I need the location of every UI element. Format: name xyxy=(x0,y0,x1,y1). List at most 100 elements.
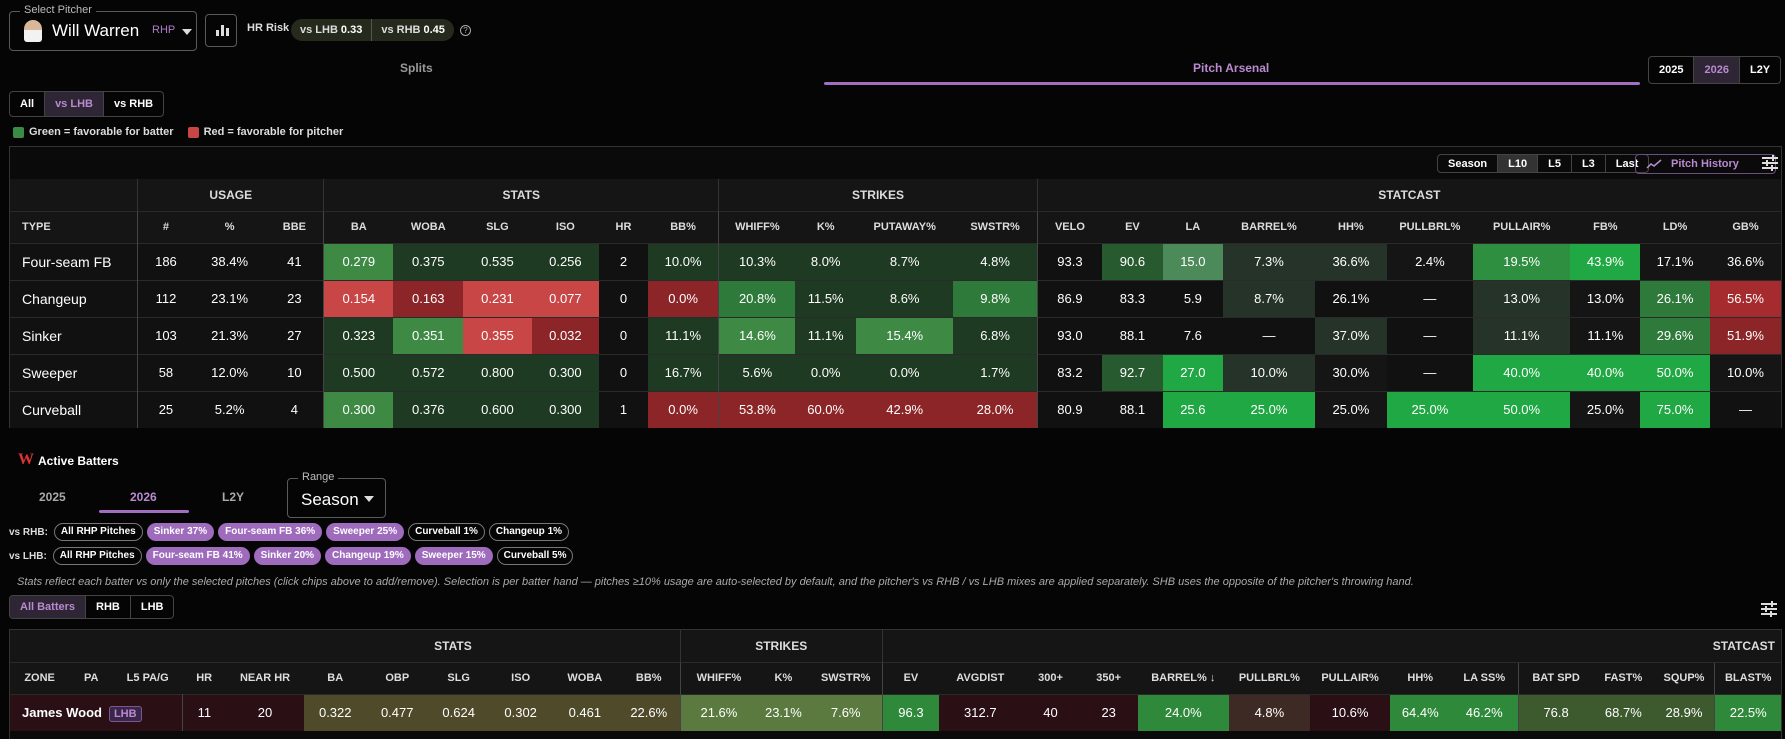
col-header-ev[interactable]: EV xyxy=(1102,210,1163,243)
sliders-icon[interactable] xyxy=(1762,155,1778,171)
col-header-ev[interactable]: EV xyxy=(881,661,940,694)
lhb-chip-all-rhp-pitches[interactable]: All RHP Pitches xyxy=(52,547,142,565)
col-header-squp[interactable]: SQUP% xyxy=(1653,661,1715,694)
cell-la: 25.6 xyxy=(1162,390,1224,428)
col-header-ld[interactable]: LD% xyxy=(1640,210,1710,243)
range-tab-l3[interactable]: L3 xyxy=(1570,155,1605,172)
bar-chart-button[interactable] xyxy=(205,14,237,47)
col-header-hh[interactable]: HH% xyxy=(1314,210,1387,243)
split-tab-vs-rhb[interactable]: vs RHB xyxy=(102,92,163,116)
year-tab-2026[interactable]: 2026 xyxy=(1693,57,1739,83)
col-header-fb[interactable]: FB% xyxy=(1570,210,1641,243)
col-header-fast[interactable]: FAST% xyxy=(1593,661,1654,694)
col-header-woba[interactable]: WOBA xyxy=(393,210,464,243)
col-header-col[interactable]: % xyxy=(193,210,266,243)
col-header-swstr[interactable]: SWSTR% xyxy=(809,661,883,694)
lhb-chip-sweeper-15[interactable]: Sweeper 15% xyxy=(414,547,493,565)
col-header-la-ss[interactable]: LA SS% xyxy=(1450,661,1519,694)
rhb-chip-sweeper-25[interactable]: Sweeper 25% xyxy=(326,523,405,541)
year-tab-2025[interactable]: 2025 xyxy=(1659,64,1684,76)
col-header-slg[interactable]: SLG xyxy=(427,661,490,694)
table-row[interactable]: James Wood LHB 11 20 0.322 0.477 0.624 0.302 0.4… xyxy=(10,693,1781,731)
batter-name[interactable]: James Wood xyxy=(22,705,102,721)
col-header-iso[interactable]: ISO xyxy=(531,210,600,243)
col-header-pullbrl[interactable]: PULLBRL% xyxy=(1228,661,1310,694)
range-tab-season[interactable]: Season xyxy=(1448,157,1488,170)
cell-k: 11.5% xyxy=(795,279,856,317)
sliders-icon[interactable] xyxy=(1761,601,1777,617)
split-tab-all[interactable]: All xyxy=(20,98,35,110)
range-tab-l5[interactable]: L5 xyxy=(1537,155,1571,172)
col-header-pa[interactable]: PA xyxy=(69,661,114,694)
hand-tab-lhb[interactable]: LHB xyxy=(129,596,174,618)
lhb-chip-sinker-20[interactable]: Sinker 20% xyxy=(253,547,322,565)
col-header-bat-spd[interactable]: BAT SPD xyxy=(1518,661,1594,694)
batters-year-tab-2026[interactable]: 2026 xyxy=(130,490,157,504)
col-header-bb[interactable]: BB% xyxy=(617,661,681,694)
pitcher-select[interactable]: Select Pitcher Will Warren RHP xyxy=(9,4,197,51)
range-tab-l10[interactable]: L10 xyxy=(1497,155,1538,172)
col-header-swstr[interactable]: SWSTR% xyxy=(953,210,1038,243)
col-header-pullair[interactable]: PULLAIR% xyxy=(1472,210,1571,243)
col-header-hr[interactable]: HR xyxy=(182,661,227,694)
col-header-k[interactable]: K% xyxy=(795,210,856,243)
col-header-350[interactable]: 350+ xyxy=(1079,661,1138,694)
col-header-k[interactable]: K% xyxy=(757,661,810,694)
col-header-bb[interactable]: BB% xyxy=(647,210,719,243)
batter-name-cell[interactable]: James Wood LHB xyxy=(10,693,183,731)
col-header-avgdist[interactable]: AVGDIST xyxy=(939,661,1022,694)
pitch-history-button[interactable]: Pitch History xyxy=(1635,154,1776,174)
split-tab-vs-lhb[interactable]: vs LHB xyxy=(44,92,103,116)
rhb-chip-changeup-1[interactable]: Changeup 1% xyxy=(488,523,570,541)
col-header-slg[interactable]: SLG xyxy=(463,210,532,243)
batters-year-tab-l2y[interactable]: L2Y xyxy=(222,490,245,504)
rhb-chip-curveball-1[interactable]: Curveball 1% xyxy=(408,523,485,541)
col-header-zone[interactable]: ZONE xyxy=(10,661,70,694)
table-row[interactable]: Sweeper 58 12.0% 10 0.500 0.572 0.800 0.300 0 16.… xyxy=(10,353,1781,391)
table-row[interactable]: Sinker 103 21.3% 27 0.323 0.351 0.355 0.032 0 11.… xyxy=(10,316,1781,354)
col-header-300[interactable]: 300+ xyxy=(1021,661,1080,694)
tab-pitch-arsenal[interactable]: Pitch Arsenal xyxy=(1193,61,1270,75)
col-header-col[interactable]: # xyxy=(137,210,194,243)
col-header-hh[interactable]: HH% xyxy=(1390,661,1451,694)
col-header-obp[interactable]: OBP xyxy=(366,661,428,694)
rhb-chip-sinker-37[interactable]: Sinker 37% xyxy=(146,523,215,541)
col-header-bbe[interactable]: BBE xyxy=(265,210,324,243)
year-tab-l2y[interactable]: L2Y xyxy=(1738,57,1780,83)
hand-tab-all[interactable]: All Batters xyxy=(10,596,86,618)
col-header-whiff[interactable]: WHIFF% xyxy=(718,210,796,243)
col-header-la[interactable]: LA xyxy=(1162,210,1224,243)
table-row[interactable]: Curveball 25 5.2% 4 0.300 0.376 0.600 0.300 1 0.0… xyxy=(10,390,1781,428)
rhb-chip-four-seam-fb-36[interactable]: Four-seam FB 36% xyxy=(218,523,323,541)
col-header-pullbrl[interactable]: PULLBRL% xyxy=(1386,210,1473,243)
batters-year-tab-2025[interactable]: 2025 xyxy=(39,490,66,504)
help-icon[interactable]: ? xyxy=(460,25,471,36)
col-header-woba[interactable]: WOBA xyxy=(551,661,618,694)
range-tab-last[interactable]: Last xyxy=(1604,155,1649,172)
col-header-ba[interactable]: BA xyxy=(323,210,394,243)
col-header-l5-pa-g[interactable]: L5 PA/G xyxy=(113,661,183,694)
col-header-type[interactable]: TYPE xyxy=(10,210,138,243)
col-header-blast[interactable]: BLAST% xyxy=(1714,661,1781,694)
col-header-hr[interactable]: HR xyxy=(599,210,648,243)
lhb-chip-curveball-5[interactable]: Curveball 5% xyxy=(496,547,574,565)
col-header-putaway[interactable]: PUTAWAY% xyxy=(855,210,954,243)
col-header-whiff[interactable]: WHIFF% xyxy=(679,661,758,694)
rhb-chip-all-rhp-pitches[interactable]: All RHP Pitches xyxy=(53,523,143,541)
table-row[interactable]: Four-seam FB 186 38.4% 41 0.279 0.375 0.535 0.2… xyxy=(10,242,1781,280)
col-header-gb[interactable]: GB% xyxy=(1709,210,1781,243)
cell-ld: 17.1% xyxy=(1640,242,1710,280)
col-header-barrel[interactable]: BARREL% xyxy=(1223,210,1315,243)
col-header-ba[interactable]: BA xyxy=(303,661,367,694)
col-header-pullair[interactable]: PULLAIR% xyxy=(1310,661,1391,694)
col-header-velo[interactable]: VELO xyxy=(1036,210,1103,243)
col-header-iso[interactable]: ISO xyxy=(489,661,552,694)
table-row[interactable]: Changeup 112 23.1% 23 0.154 0.163 0.231 0.077 0 0… xyxy=(10,279,1781,317)
col-header-barrel[interactable]: BARREL% ↓ xyxy=(1137,661,1229,694)
lhb-chip-four-seam-fb-41[interactable]: Four-seam FB 41% xyxy=(145,547,250,565)
tab-splits[interactable]: Splits xyxy=(400,61,433,75)
lhb-chip-changeup-19[interactable]: Changeup 19% xyxy=(325,547,411,565)
col-header-near-hr[interactable]: NEAR HR xyxy=(226,661,304,694)
batters-range-select[interactable]: Range Season xyxy=(287,471,386,518)
hand-tab-rhb[interactable]: RHB xyxy=(85,596,130,618)
